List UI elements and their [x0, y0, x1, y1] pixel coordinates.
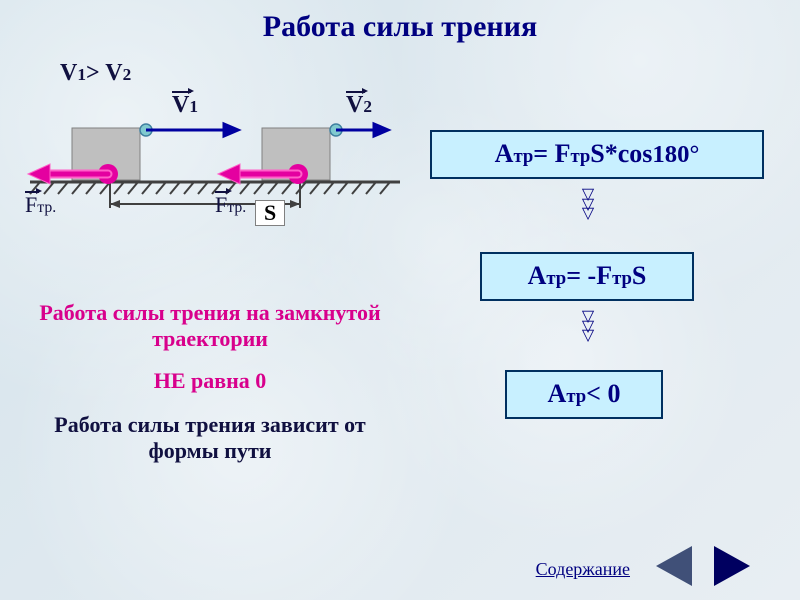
down-arrow-2: ▽▽▽	[582, 312, 594, 341]
formula-3: Aтр< 0	[505, 370, 663, 419]
formula-2: Aтр= -FтрS	[480, 252, 694, 301]
red-text-2: НЕ равна 0	[30, 368, 390, 394]
inequality-sub1: 1	[77, 65, 86, 84]
ftr-label-1: Fтр.	[25, 192, 56, 218]
v1-label: V1	[172, 92, 198, 119]
slide: Работа силы трения V1> V2	[0, 0, 800, 600]
inequality-v1: V	[60, 60, 77, 86]
v2-label: V2	[346, 92, 372, 119]
inequality-gt: >	[86, 60, 100, 86]
ftr-label-2: Fтр.	[215, 192, 246, 218]
formula-1: Aтр= FтрS*cos180°	[430, 130, 764, 179]
red-text-1: Работа силы трения на замкнутой траектор…	[30, 300, 390, 352]
page-title: Работа силы трения	[0, 10, 800, 44]
inequality-v2: V	[105, 60, 122, 86]
velocity-inequality: V1> V2	[60, 60, 131, 87]
contents-link[interactable]: Содержание	[536, 559, 630, 580]
down-arrow-1: ▽▽▽	[582, 190, 594, 219]
nav-next-button[interactable]	[714, 546, 750, 586]
friction-diagram: V1 V2 Fтр. Fтр. S	[20, 90, 420, 250]
inequality-sub2: 2	[123, 65, 132, 84]
black-text: Работа силы трения зависит от формы пути	[30, 412, 390, 464]
nav-prev-button[interactable]	[656, 546, 692, 586]
s-label: S	[255, 200, 285, 226]
